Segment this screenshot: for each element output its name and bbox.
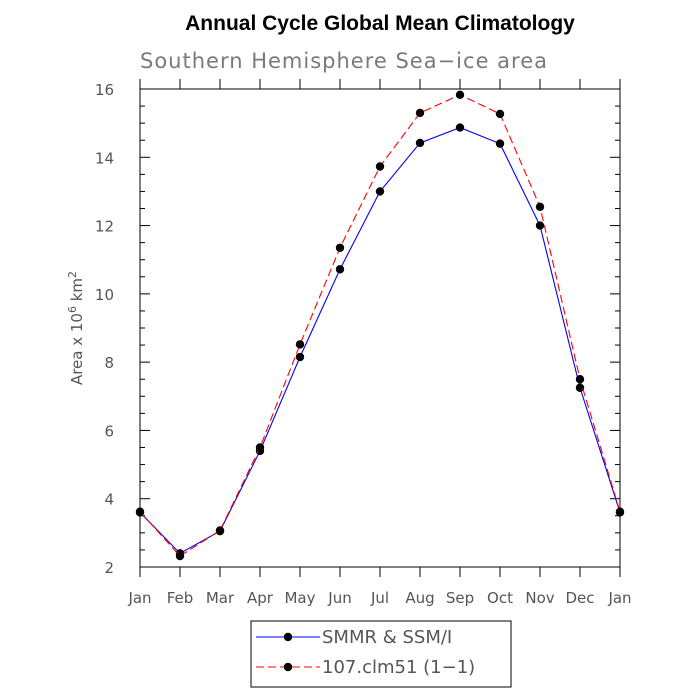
x-tick-label: Feb <box>167 589 194 607</box>
x-tick-label: Jul <box>370 589 389 607</box>
data-point-series-2 <box>535 202 545 211</box>
x-axis-ticks: Jan Feb Mar Apr May Jun Jul Aug Sep Oct Nov Dec Jan <box>127 79 632 607</box>
y-tick-label: 14 <box>95 149 114 167</box>
data-point-series-2 <box>255 443 265 452</box>
x-tick-label: Jan <box>127 589 151 607</box>
data-point-series-2 <box>575 375 585 384</box>
legend-marker-2 <box>283 662 293 672</box>
data-point-series-2 <box>135 507 145 516</box>
chart-title: Annual Cycle Global Mean Climatology <box>185 12 575 35</box>
data-point-series-1 <box>375 187 385 196</box>
data-point-series-1 <box>535 221 545 230</box>
x-tick-label: Mar <box>206 589 235 607</box>
data-point-series-2 <box>175 551 185 561</box>
data-point-series-2 <box>615 507 625 516</box>
y-axis-label: Area x 106 km2 <box>66 271 86 385</box>
plot-axes <box>139 88 621 568</box>
legend: SMMR & SSM/I 107.clm51 (1−1) <box>250 620 512 688</box>
data-point-series-1 <box>295 352 305 362</box>
chart-subtitle: Southern Hemisphere Sea−ice area <box>140 49 548 73</box>
plot-frame <box>139 88 621 568</box>
data-point-series-2 <box>495 109 505 119</box>
x-tick-label: Nov <box>525 589 554 607</box>
y-tick-label: 16 <box>95 81 114 99</box>
x-tick-label: Jun <box>327 589 351 607</box>
data-point-series-2 <box>335 243 345 252</box>
series-layer <box>135 90 625 561</box>
data-point-series-2 <box>415 108 425 118</box>
data-point-series-1 <box>575 383 585 392</box>
data-point-series-2 <box>455 90 465 100</box>
legend-label-1: SMMR & SSM/I <box>322 627 452 648</box>
x-tick-label: Aug <box>405 589 434 607</box>
y-tick-label: 4 <box>104 491 114 509</box>
y-tick-label: 10 <box>95 286 114 304</box>
x-tick-label: Jan <box>607 589 631 607</box>
y-axis-ticks: 2 4 6 8 10 12 14 16 <box>95 81 620 577</box>
x-tick-label: Oct <box>487 589 513 607</box>
x-tick-label: May <box>284 589 315 607</box>
data-point-series-1 <box>415 138 425 148</box>
data-point-series-2 <box>215 526 225 535</box>
y-tick-label: 2 <box>104 559 114 577</box>
data-point-series-2 <box>295 340 305 349</box>
legend-marker-1 <box>283 632 293 642</box>
x-tick-label: Dec <box>565 589 594 607</box>
data-point-series-1 <box>455 123 465 132</box>
data-point-series-1 <box>335 265 345 274</box>
y-tick-label: 8 <box>104 354 114 372</box>
x-tick-label: Sep <box>446 589 474 607</box>
data-point-series-1 <box>495 139 505 148</box>
y-tick-label: 12 <box>95 218 114 236</box>
data-point-series-2 <box>375 162 385 171</box>
legend-box <box>250 620 512 688</box>
legend-label-2: 107.clm51 (1−1) <box>322 657 475 678</box>
y-tick-label: 6 <box>104 422 114 440</box>
x-tick-label: Apr <box>247 589 274 607</box>
